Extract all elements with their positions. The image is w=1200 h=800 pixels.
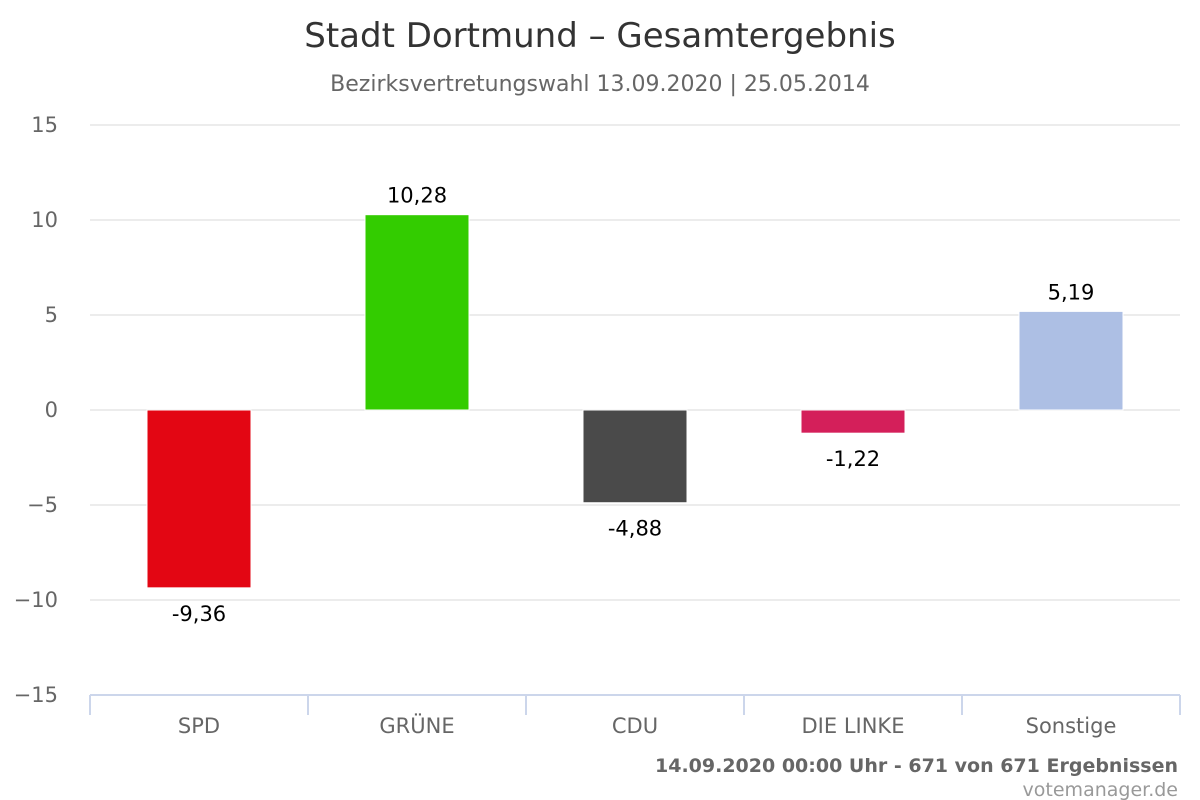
bar-sonstige[interactable] — [1018, 310, 1124, 411]
y-tick-label: 10 — [31, 208, 58, 232]
bars — [146, 214, 1124, 589]
x-tick-label: CDU — [612, 714, 658, 738]
x-axis: SPD GRÜNE CDU DIE LINKE Sonstige — [89, 694, 1181, 738]
y-tick-label: −10 — [14, 588, 58, 612]
y-tick-label: −15 — [14, 683, 58, 707]
chart-title: Stadt Dortmund – Gesamtergebnis — [304, 16, 896, 56]
x-tick-label: SPD — [178, 714, 220, 738]
data-label: -1,22 — [826, 447, 880, 471]
data-label: 5,19 — [1048, 280, 1095, 304]
y-tick-label: 5 — [45, 303, 58, 327]
bar-die-linke[interactable] — [800, 409, 906, 434]
bar-spd[interactable] — [146, 409, 252, 589]
bar-gr-ne[interactable] — [364, 214, 470, 411]
x-tick-label: GRÜNE — [379, 713, 454, 738]
y-tick-label: 15 — [31, 113, 58, 137]
data-label: -4,88 — [608, 517, 662, 541]
x-tick-label: DIE LINKE — [802, 714, 905, 738]
y-axis-ticks: 15 10 5 0 −5 −10 −15 — [14, 113, 58, 707]
grid-lines — [90, 124, 1180, 601]
bar-cdu[interactable] — [582, 409, 688, 504]
data-label: 10,28 — [387, 184, 447, 208]
y-tick-label: −5 — [27, 493, 58, 517]
x-tick-label: Sonstige — [1026, 714, 1117, 738]
footer-timestamp: 14.09.2020 00:00 Uhr - 671 von 671 Ergeb… — [655, 755, 1178, 777]
y-tick-label: 0 — [45, 398, 58, 422]
data-labels: -9,36 10,28 -4,88 -1,22 5,19 — [172, 184, 1095, 626]
footer-credit-link[interactable]: votemanager.de — [1023, 779, 1178, 800]
chart-subtitle: Bezirksvertretungswahl 13.09.2020 | 25.0… — [330, 72, 870, 97]
data-label: -9,36 — [172, 602, 226, 626]
